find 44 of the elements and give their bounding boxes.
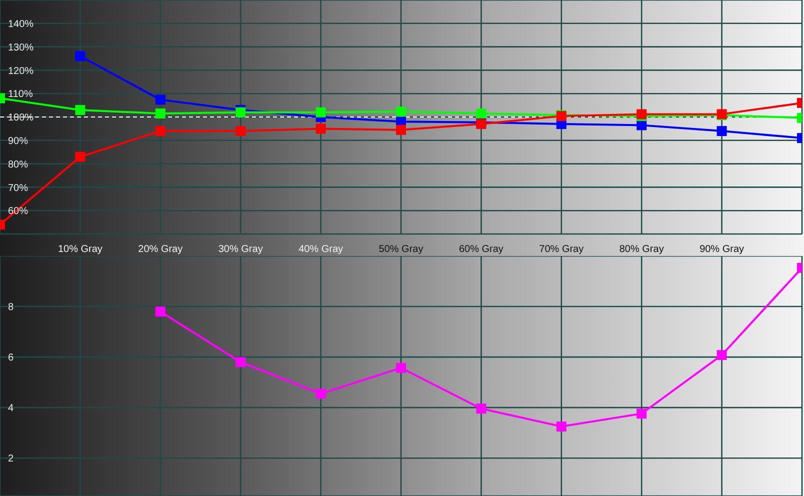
x-tick-label: 10% Gray: [58, 244, 102, 255]
y-tick-label: 70%: [8, 182, 28, 194]
point: [316, 388, 326, 399]
x-tick-label: 60% Gray: [458, 244, 504, 255]
point: [236, 107, 246, 118]
point: [155, 306, 166, 317]
x-tick-label: 30% Gray: [218, 244, 263, 255]
y-tick-label: 110%: [8, 89, 33, 100]
y-tick-label: 140%: [8, 18, 34, 30]
point: [236, 357, 246, 368]
y-tick-label: 6: [8, 352, 14, 364]
y-tick-label: 2: [8, 454, 14, 465]
point: [75, 104, 86, 115]
point: [316, 124, 326, 134]
y-tick-label: 80%: [8, 159, 28, 170]
point: [636, 120, 647, 130]
point: [396, 362, 406, 373]
point: [75, 152, 86, 162]
y-tick-label: 100%: [8, 112, 34, 124]
y-tick-label: 130%: [8, 42, 34, 54]
x-tick-label: 70% Gray: [539, 244, 584, 255]
point: [236, 126, 246, 136]
x-tick-label: 40% Gray: [298, 244, 344, 255]
y-tick-label: 4: [8, 403, 14, 414]
point: [636, 408, 647, 419]
point: [75, 51, 86, 62]
point: [396, 124, 406, 135]
point: [396, 106, 406, 117]
y-tick-label: 120%: [8, 66, 34, 77]
x-tick-label: 20% Gray: [138, 244, 183, 255]
point: [716, 126, 727, 136]
x-tick-label: 80% Gray: [619, 244, 664, 255]
x-tick-label: 50% Gray: [378, 244, 424, 255]
point: [476, 404, 486, 414]
point: [155, 126, 166, 136]
point: [476, 108, 486, 118]
point: [316, 107, 326, 118]
point: [716, 350, 727, 360]
point: [556, 422, 566, 432]
y-tick-label: 8: [8, 302, 14, 314]
point: [155, 108, 166, 118]
x-tick-label: 90% Gray: [700, 244, 744, 255]
y-tick-label: 90%: [8, 136, 28, 147]
point: [155, 94, 166, 105]
